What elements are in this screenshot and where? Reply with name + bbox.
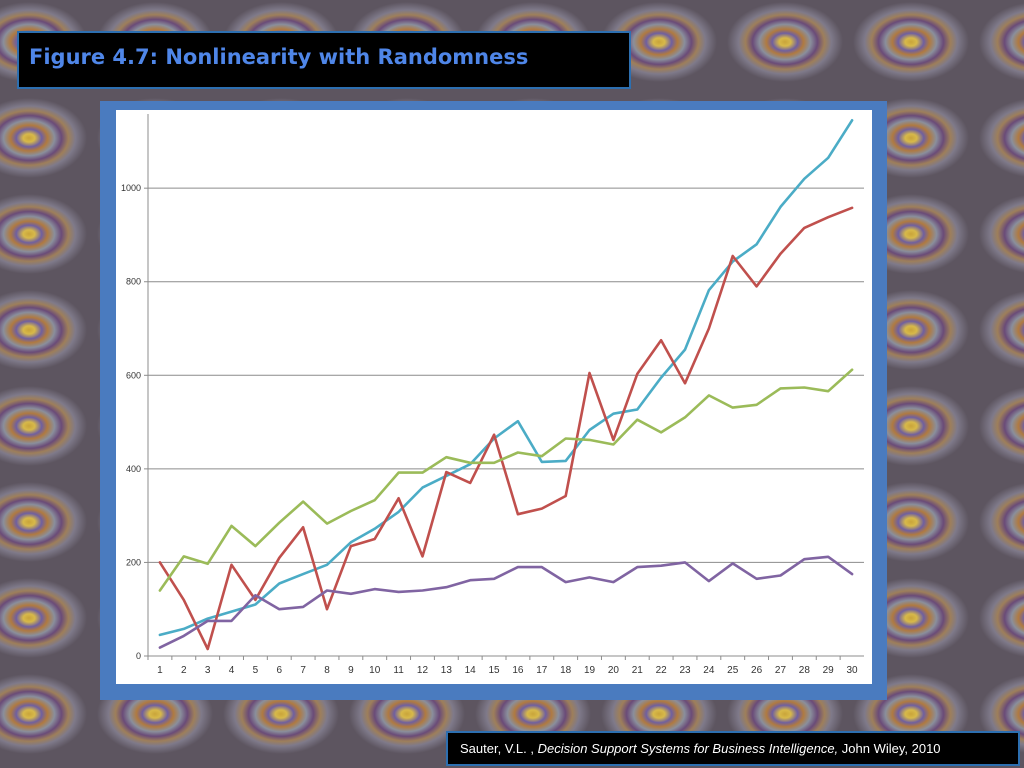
- citation: Sauter, V.L. , Decision Support Systems …: [446, 731, 1020, 766]
- x-tick-label: 7: [300, 665, 306, 676]
- x-tick-label: 9: [348, 665, 354, 676]
- series-line-4: [158, 555, 854, 649]
- y-tick-label: 800: [126, 277, 141, 287]
- y-tick-label: 400: [126, 464, 141, 474]
- series-line-1: [158, 119, 854, 637]
- y-tick-label: 0: [136, 651, 141, 661]
- y-tick-label: 600: [126, 370, 141, 380]
- x-tick-label: 11: [393, 665, 404, 676]
- series-line-3: [158, 368, 854, 592]
- y-tick-label: 200: [126, 557, 141, 567]
- citation-publisher: John Wiley, 2010: [838, 741, 941, 756]
- chart-area: 0 200 400 600 800 1000 1 2 3 4 5 6 7 8 9 10 11 12 13 14 15 16…: [116, 110, 872, 684]
- x-tick-label: 8: [324, 665, 330, 676]
- x-tick-label: 26: [751, 665, 763, 676]
- x-tick-label: 28: [799, 665, 811, 676]
- page-title: Figure 4.7: Nonlinearity with Randomness: [29, 45, 529, 69]
- x-tick-label: 20: [608, 665, 620, 676]
- x-tick-label: 14: [465, 665, 477, 676]
- x-tick-label: 4: [229, 665, 235, 676]
- y-tick-label: 1000: [121, 183, 141, 193]
- x-tick-label: 16: [512, 665, 524, 676]
- x-tick-label: 2: [181, 665, 187, 676]
- x-tick-label: 12: [417, 665, 429, 676]
- citation-book: Decision Support Systems for Business In…: [537, 741, 839, 756]
- x-tick-label: 5: [253, 665, 259, 676]
- x-tick-label: 29: [823, 665, 835, 676]
- x-tick-label: 27: [775, 665, 787, 676]
- x-tick-label: 15: [489, 665, 501, 676]
- series-line-2: [158, 206, 854, 651]
- x-tick-label: 13: [441, 665, 453, 676]
- x-tick-label: 22: [656, 665, 668, 676]
- x-tick-label: 23: [679, 665, 691, 676]
- title-box: Figure 4.7: Nonlinearity with Randomness: [17, 31, 631, 89]
- x-tick-label: 21: [632, 665, 644, 676]
- x-tick-label: 25: [727, 665, 739, 676]
- x-tick-label: 6: [276, 665, 282, 676]
- x-tick-label: 19: [584, 665, 596, 676]
- x-tick-label: 24: [703, 665, 715, 676]
- x-tick-label: 10: [369, 665, 381, 676]
- citation-author: Sauter, V.L. ,: [460, 741, 538, 756]
- x-tick-label: 3: [205, 665, 211, 676]
- x-tick-label: 1: [157, 665, 163, 676]
- x-tick-label: 30: [847, 665, 859, 676]
- x-tick-label: 17: [536, 665, 548, 676]
- x-tick-label: 18: [560, 665, 572, 676]
